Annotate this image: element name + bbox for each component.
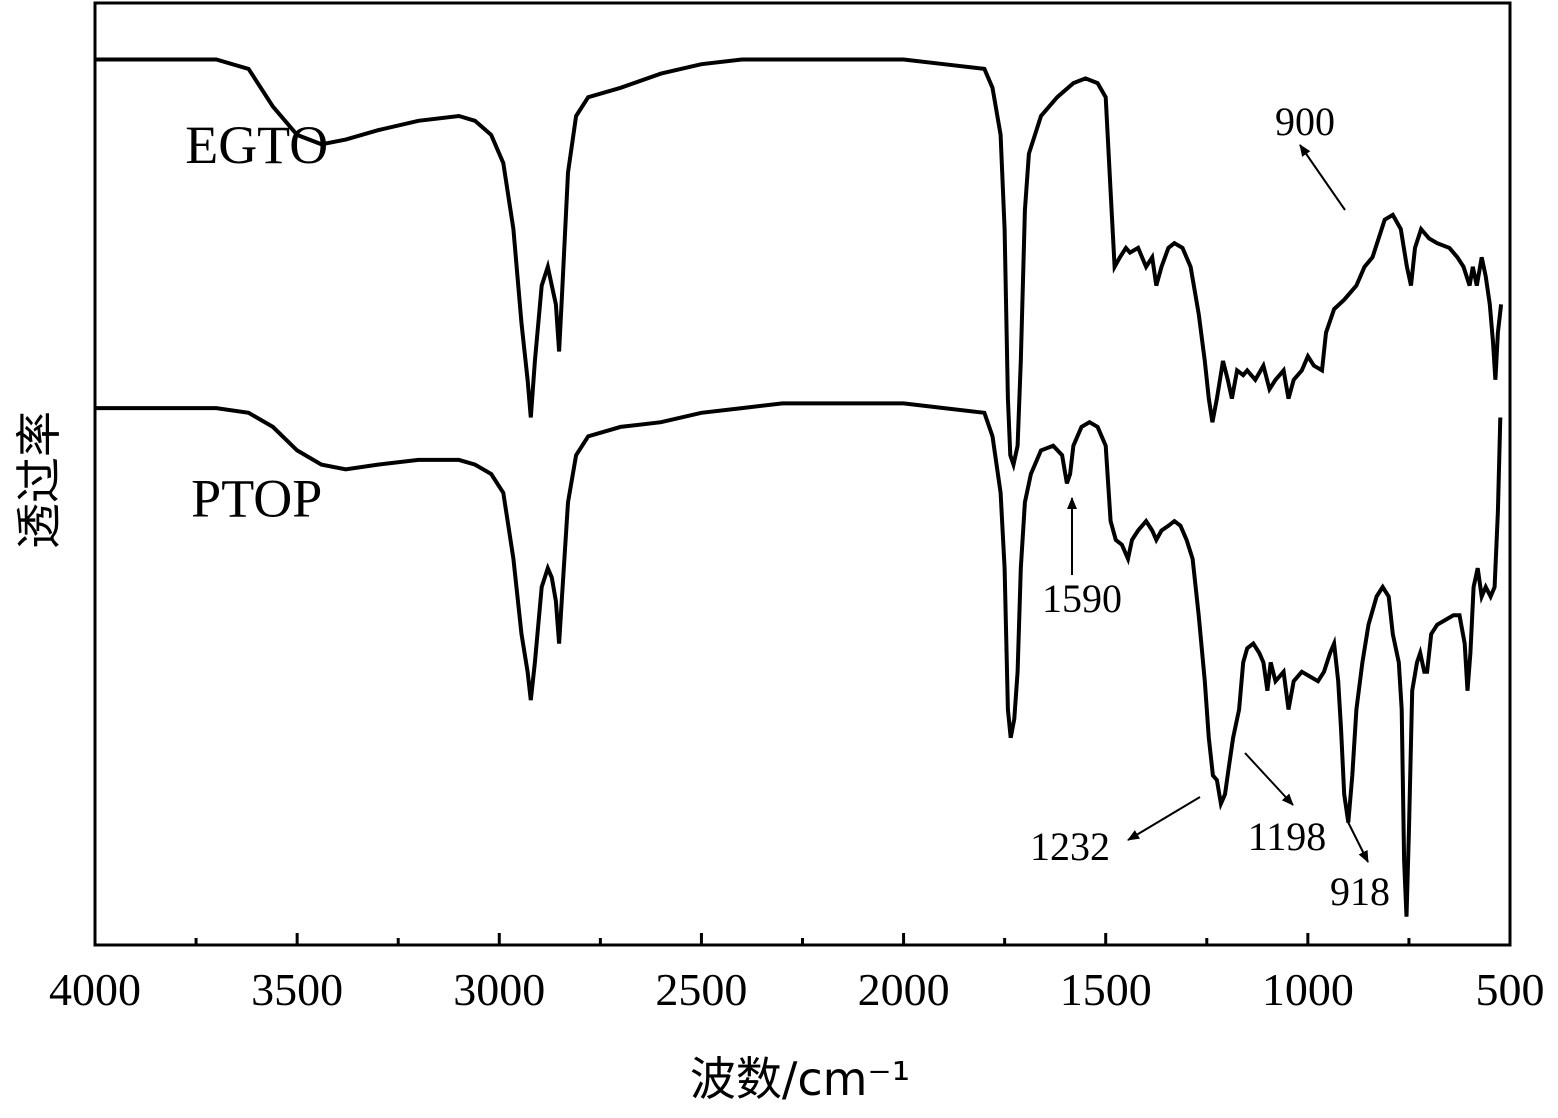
x-tick-label: 1500	[1060, 964, 1152, 1015]
x-axis-title: 波数/cm⁻¹	[690, 1052, 910, 1106]
x-tick-label: 3500	[251, 964, 343, 1015]
x-tick-label: 2500	[655, 964, 747, 1015]
x-tick-label: 500	[1476, 964, 1545, 1015]
annotation-arrow-1198	[1244, 752, 1294, 806]
annotation-label-918: 918	[1330, 869, 1390, 914]
y-axis-title: 透过率	[12, 411, 66, 549]
series-line-egto	[95, 57, 1504, 473]
series-label-ptop: PTOP	[191, 468, 322, 528]
x-tick-label: 2000	[858, 964, 950, 1015]
annotation-label-1198: 1198	[1248, 814, 1327, 859]
annotation-arrow-1232	[1127, 796, 1201, 841]
x-axis: 4000 3500 3000 2500 2000 1500 1000 500	[49, 933, 1545, 1015]
x-tick-label: 1000	[1262, 964, 1354, 1015]
series-label-egto: EGTO	[185, 115, 328, 175]
annotation-label-1590: 1590	[1042, 576, 1122, 621]
x-tick-label: 3000	[453, 964, 545, 1015]
spectra: EGTO PTOP	[95, 57, 1504, 917]
annotation-arrow-918	[1347, 821, 1369, 863]
series-line-ptop	[95, 401, 1503, 917]
annotation-arrow-900	[1299, 144, 1346, 211]
x-tick-label: 4000	[49, 964, 141, 1015]
annotation-label-900: 900	[1275, 99, 1335, 144]
annotation-label-1232: 1232	[1030, 824, 1110, 869]
